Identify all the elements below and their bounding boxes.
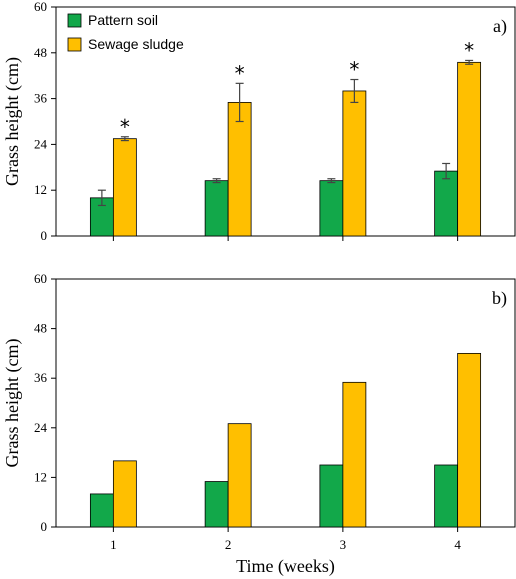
bar-pattern-soil (204, 180, 229, 237)
y-tick-label: 48 (34, 321, 47, 336)
panel-a-chart: 0 12 24 36 48 60 * * * * a) Grass height (cm) (2, 0, 516, 243)
x-tick-label: 4 (454, 537, 461, 552)
x-tick-label: 3 (340, 537, 347, 552)
plot-frame (55, 6, 516, 237)
y-tick-label: 60 (34, 0, 47, 14)
bar-sewage-sludge (457, 61, 482, 237)
plot-frame (55, 278, 516, 528)
y-tick-label: 12 (34, 182, 47, 197)
bar-pattern-soil (319, 180, 344, 237)
bar-sewage-sludge (112, 138, 137, 237)
x-tick-label: 2 (225, 537, 232, 552)
bar-pattern-soil (434, 170, 459, 237)
y-tick-label: 0 (41, 228, 48, 243)
legend-label: Sewage sludge (88, 36, 184, 52)
x-tick-label: 1 (110, 537, 117, 552)
y-axis-title: Grass height (cm) (2, 57, 23, 186)
legend-swatch (67, 37, 82, 52)
y-tick-label: 60 (34, 271, 47, 286)
bar-sewage-sludge (227, 102, 252, 237)
bar-pattern-soil (89, 493, 114, 528)
panel-label: b) (492, 288, 507, 309)
bar-sewage-sludge (342, 381, 367, 528)
bar-sewage-sludge (457, 352, 482, 528)
bar-pattern-soil (434, 464, 459, 528)
y-tick-label: 36 (34, 91, 48, 106)
legend: Pattern soil Sewage sludge (67, 12, 184, 52)
bar-sewage-sludge (112, 460, 137, 528)
bar-pattern-soil (319, 464, 344, 528)
x-axis-title: Time (weeks) (236, 556, 335, 577)
bar-sewage-sludge (227, 423, 252, 528)
y-tick-label: 24 (34, 420, 48, 435)
legend-label: Pattern soil (88, 12, 158, 28)
y-tick-label: 24 (34, 136, 48, 151)
significance-star: * (235, 61, 245, 85)
significance-star: * (464, 38, 474, 62)
significance-star: * (349, 58, 359, 82)
y-tick-label: 12 (34, 469, 47, 484)
significance-star: * (120, 115, 130, 139)
bar-sewage-sludge (342, 90, 367, 237)
bar-pattern-soil (204, 481, 229, 528)
y-tick-label: 36 (34, 370, 48, 385)
y-tick-label: 48 (34, 45, 47, 60)
legend-swatch (67, 13, 82, 28)
y-axis-title: Grass height (cm) (2, 339, 23, 468)
y-tick-label: 0 (41, 519, 48, 534)
panel-label: a) (493, 16, 507, 37)
